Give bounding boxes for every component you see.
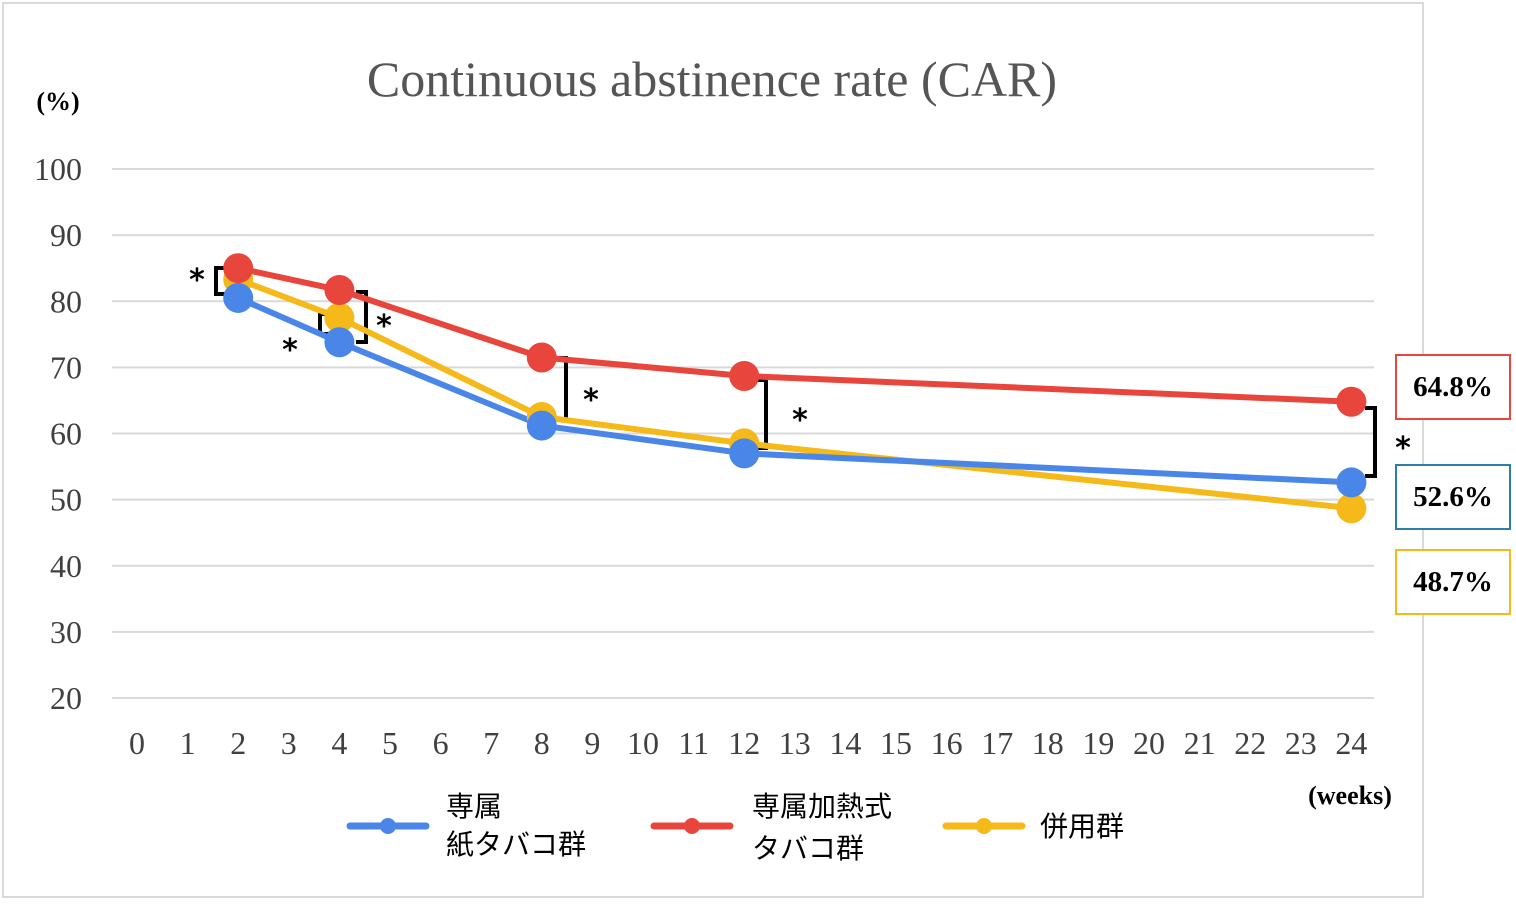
legend-label-0-0: 専属 — [446, 790, 502, 823]
x-tick-15: 15 — [880, 725, 912, 761]
legend-marker-2 — [976, 818, 992, 834]
y-tick-40: 40 — [50, 548, 82, 584]
significance-star-week24: * — [1395, 431, 1411, 466]
bracket-week2 — [214, 266, 226, 296]
x-tick-22: 22 — [1234, 725, 1266, 761]
end-label-paper: 52.6% — [1395, 464, 1511, 530]
x-tick-7: 7 — [483, 725, 499, 761]
x-tick-12: 12 — [728, 725, 760, 761]
bracket-week24 — [1365, 406, 1377, 478]
data-point-s2-w4 — [324, 302, 355, 333]
x-tick-10: 10 — [627, 725, 659, 761]
end-label-dual: 48.7% — [1395, 549, 1511, 615]
x-tick-19: 19 — [1082, 725, 1114, 761]
x-tick-labels: 0 1 2 3 4 5 6 7 8 9 10 11 12 13 14 15 16 17 18 19 20 21 22 23 24 — [129, 725, 1367, 761]
x-tick-1: 1 — [180, 725, 196, 761]
series-line-1 — [237, 265, 1352, 405]
x-tick-6: 6 — [433, 725, 449, 761]
significance-star-week2: * — [189, 263, 205, 298]
data-point-s0-w8 — [526, 410, 557, 441]
x-tick-18: 18 — [1032, 725, 1064, 761]
data-point-s2-w24 — [1336, 493, 1367, 524]
x-tick-13: 13 — [779, 725, 811, 761]
legend-label-1-0: 専属加熱式 — [752, 790, 892, 823]
y-tick-100: 100 — [34, 151, 82, 187]
data-point-s1-w8 — [526, 342, 557, 373]
x-tick-4: 4 — [331, 725, 347, 761]
x-tick-23: 23 — [1285, 725, 1317, 761]
series-lines — [223, 253, 1367, 524]
legend-label-2-0: 併用群 — [1040, 810, 1124, 843]
data-point-s1-w2 — [223, 253, 254, 284]
data-point-s0-w24 — [1336, 467, 1367, 498]
significance-star-week8: * — [583, 383, 599, 418]
x-tick-9: 9 — [584, 725, 600, 761]
y-tick-70: 70 — [50, 349, 82, 385]
chart-frame — [2, 2, 1424, 898]
x-tick-2: 2 — [230, 725, 246, 761]
x-tick-3: 3 — [281, 725, 297, 761]
x-tick-17: 17 — [981, 725, 1013, 761]
gridlines — [112, 168, 1374, 699]
x-tick-11: 11 — [678, 725, 709, 761]
legend-label-1-1: タバコ群 — [752, 832, 864, 865]
data-point-s0-w4 — [324, 327, 355, 358]
legend-marker-1 — [684, 818, 700, 834]
x-axis-unit: (weeks) — [1308, 781, 1392, 810]
end-label-heated: 64.8% — [1395, 354, 1511, 420]
x-tick-21: 21 — [1184, 725, 1216, 761]
x-tick-14: 14 — [829, 725, 861, 761]
y-tick-80: 80 — [50, 283, 82, 319]
x-tick-16: 16 — [931, 725, 963, 761]
significance-star-week12: * — [792, 403, 808, 438]
series-line-0 — [236, 295, 1352, 486]
x-tick-24: 24 — [1335, 725, 1367, 761]
bracket-week4-b — [356, 290, 368, 344]
data-point-s0-w12 — [729, 438, 760, 469]
y-tick-90: 90 — [50, 217, 82, 253]
y-tick-labels: 20 30 40 50 60 70 80 90 100 — [34, 151, 82, 716]
x-tick-20: 20 — [1133, 725, 1165, 761]
x-tick-0: 0 — [129, 725, 145, 761]
data-point-s0-w2 — [223, 282, 254, 313]
y-tick-30: 30 — [50, 614, 82, 650]
x-tick-8: 8 — [534, 725, 550, 761]
legend-marker-0 — [380, 818, 396, 834]
chart-title: Continuous abstinence rate (CAR) — [367, 51, 1057, 107]
y-axis-unit: (%) — [36, 87, 79, 116]
data-point-s1-w24 — [1336, 386, 1367, 417]
y-tick-50: 50 — [50, 482, 82, 518]
x-tick-5: 5 — [382, 725, 398, 761]
data-point-s1-w4 — [324, 275, 355, 306]
y-tick-20: 20 — [50, 680, 82, 716]
significance-star-week4-a: * — [282, 333, 298, 368]
significance-annotations: ****** — [189, 263, 1411, 478]
y-tick-60: 60 — [50, 416, 82, 452]
data-point-s1-w12 — [729, 360, 760, 391]
legend-label-0-1: 紙タバコ群 — [446, 828, 586, 861]
